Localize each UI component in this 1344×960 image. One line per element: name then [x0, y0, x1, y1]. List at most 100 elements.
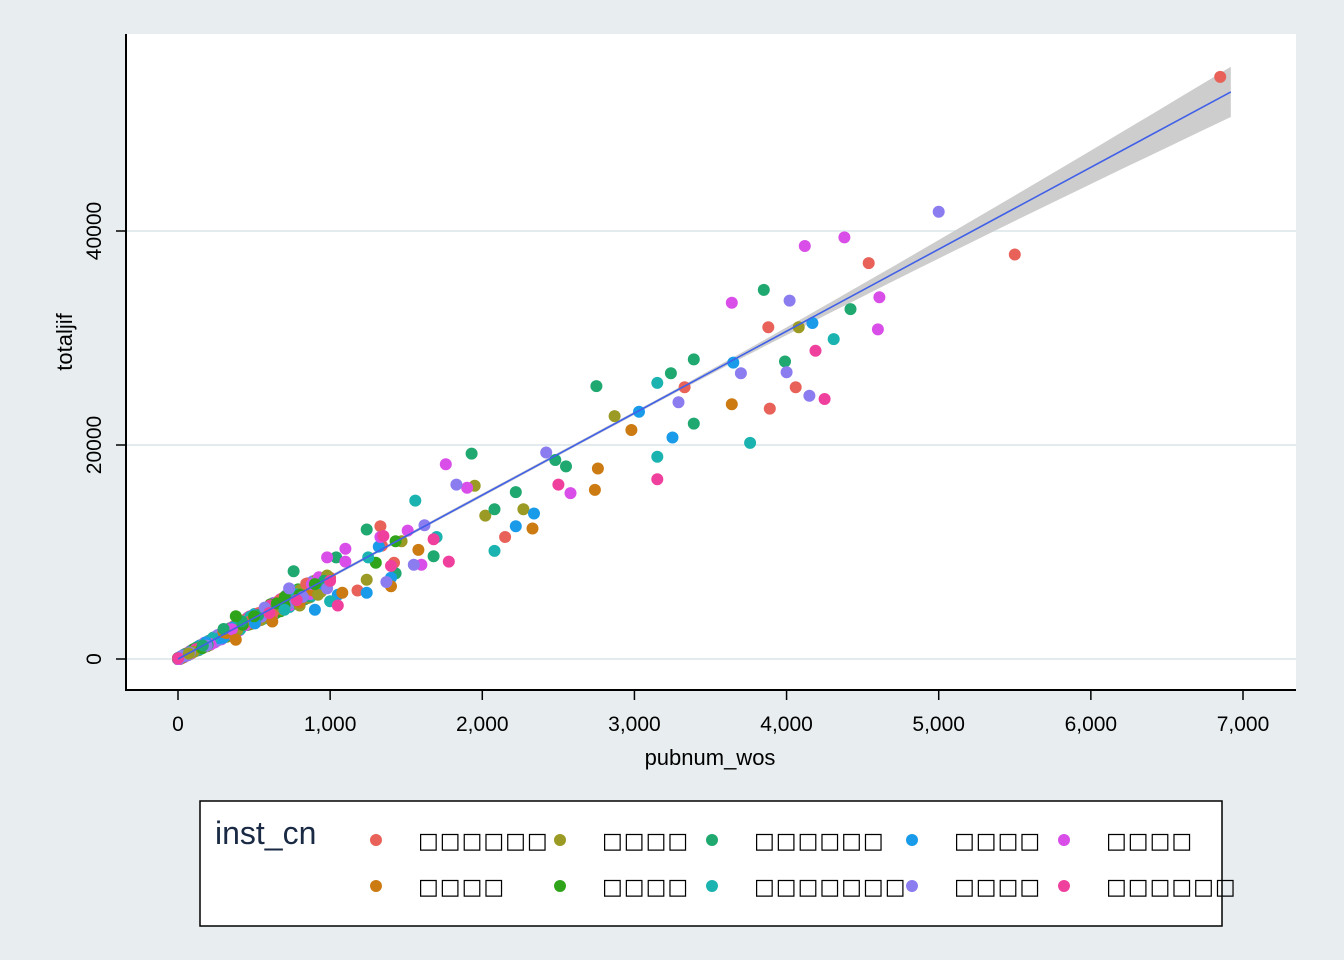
- data-point-s8-5: [672, 396, 685, 409]
- data-point-s8-2: [734, 367, 747, 380]
- data-point-s8-9: [407, 558, 420, 571]
- data-point-s9-6: [385, 559, 397, 572]
- data-point-s7-3: [651, 450, 664, 463]
- legend-label-4: □□□□: [1106, 829, 1193, 854]
- data-point-s0-0: [1214, 70, 1227, 83]
- legend-marker-2: [706, 834, 718, 846]
- data-point-s5-2: [588, 483, 601, 496]
- data-point-s2-7: [465, 447, 478, 460]
- data-point-s2-20: [217, 623, 230, 635]
- legend-marker-1: [554, 834, 566, 846]
- data-point-s1-6: [360, 573, 373, 586]
- legend-label-9: □□□□□□: [1106, 875, 1237, 900]
- data-point-s5-1: [591, 462, 604, 475]
- data-point-s2-4: [664, 367, 677, 380]
- x-tick-label-1: 1,000: [304, 713, 357, 736]
- data-point-s5-7: [336, 586, 349, 599]
- data-point-s0-4: [789, 381, 802, 394]
- data-point-s5-3: [625, 424, 638, 436]
- data-point-s8-7: [450, 478, 463, 491]
- data-point-s8-12: [283, 582, 296, 595]
- data-point-s1-1: [608, 410, 621, 423]
- data-point-s7-0: [827, 333, 840, 346]
- legend-label-3: □□□□: [954, 829, 1041, 854]
- data-point-s5-5: [412, 543, 425, 556]
- x-tick-label-5: 5,000: [912, 713, 965, 736]
- data-point-s7-1: [651, 376, 664, 389]
- legend-marker-9: [1058, 880, 1070, 892]
- data-point-s0-5: [763, 402, 776, 415]
- data-point-s4-8: [339, 542, 352, 555]
- data-point-s0-8: [374, 520, 387, 533]
- y-tick-label-2: 40000: [83, 202, 106, 260]
- data-point-s4-0: [838, 231, 851, 244]
- data-point-s0-1: [1008, 248, 1021, 261]
- legend-label-2: □□□□□□: [754, 829, 885, 854]
- data-point-s1-4: [479, 509, 492, 522]
- data-point-s3-4: [509, 520, 522, 533]
- x-tick-label-3: 3,000: [608, 713, 661, 736]
- x-tick-label-2: 2,000: [456, 713, 509, 736]
- data-point-s8-3: [780, 366, 793, 379]
- data-point-s2-0: [757, 283, 770, 296]
- data-point-s7-5: [409, 494, 422, 507]
- data-point-s9-7: [377, 530, 390, 542]
- data-point-s2-10: [509, 486, 522, 499]
- data-point-s7-4: [488, 544, 501, 557]
- data-point-s2-11: [488, 503, 501, 516]
- data-point-s3-0: [806, 317, 819, 329]
- data-point-s9-5: [442, 555, 455, 568]
- data-point-s7-9: [278, 603, 291, 616]
- data-point-s8-1: [783, 294, 796, 307]
- data-point-s2-13: [427, 550, 440, 563]
- data-point-s2-17: [330, 551, 343, 564]
- data-point-s9-4: [427, 533, 440, 546]
- x-tick-label-7: 7,000: [1217, 713, 1270, 736]
- data-point-s0-3: [762, 321, 775, 334]
- x-axis-title: pubnum_wos: [645, 745, 776, 770]
- data-point-s2-6: [687, 417, 700, 430]
- data-point-s8-10: [380, 576, 393, 588]
- legend-marker-7: [706, 880, 718, 892]
- legend-label-1: □□□□: [602, 829, 689, 854]
- data-point-s6-6: [229, 610, 242, 623]
- data-point-s8-4: [803, 389, 816, 402]
- data-point-s2-15: [287, 565, 300, 578]
- data-point-s5-4: [526, 522, 539, 535]
- data-point-s8-0: [932, 205, 945, 218]
- data-point-s9-11: [263, 607, 276, 619]
- data-point-s9-0: [809, 344, 822, 357]
- data-point-s1-3: [517, 503, 530, 516]
- data-point-s9-1: [818, 393, 831, 405]
- legend-marker-4: [1058, 834, 1070, 846]
- data-point-s2-3: [687, 353, 700, 366]
- data-point-s9-9: [331, 599, 344, 612]
- axes: [125, 34, 1296, 691]
- data-point-s1-8: [312, 588, 324, 601]
- gridlines: [126, 230, 1296, 660]
- data-point-s0-2: [862, 257, 875, 270]
- fit-line: [177, 91, 1232, 660]
- data-point-s4-10: [461, 481, 474, 494]
- data-point-s3-3: [666, 431, 679, 444]
- data-point-s4-3: [873, 291, 886, 304]
- data-point-s7-2: [744, 436, 757, 449]
- data-point-s4-2: [725, 296, 738, 309]
- legend-label-0: □□□□□□: [418, 829, 549, 854]
- data-point-s4-1: [798, 240, 811, 252]
- data-point-s8-6: [540, 446, 553, 459]
- data-point-s3-8: [360, 586, 373, 599]
- data-point-s1-0: [792, 321, 805, 334]
- data-point-s5-0: [725, 398, 738, 411]
- y-axis-title: totaljif: [52, 312, 77, 370]
- legend-items: □□□□□□ □□□□ □□□□□□ □□□□ □□□□□□□□ □□□□ □□□□□□□ □…: [370, 829, 1237, 900]
- data-point-s2-5: [590, 380, 603, 393]
- data-point-s4-11: [321, 551, 334, 564]
- legend: inst_cn □□□□□□ □□□□ □□□□□□ □□□□ □□□□□□□□ □□□□…: [199, 800, 1237, 927]
- data-point-s4-5: [439, 458, 452, 471]
- y-axis-ticks: 0 20000 40000: [83, 202, 126, 665]
- fit-line-group: [177, 91, 1232, 660]
- data-point-s5-10: [229, 633, 242, 646]
- y-tick-label-0: 0: [83, 653, 106, 665]
